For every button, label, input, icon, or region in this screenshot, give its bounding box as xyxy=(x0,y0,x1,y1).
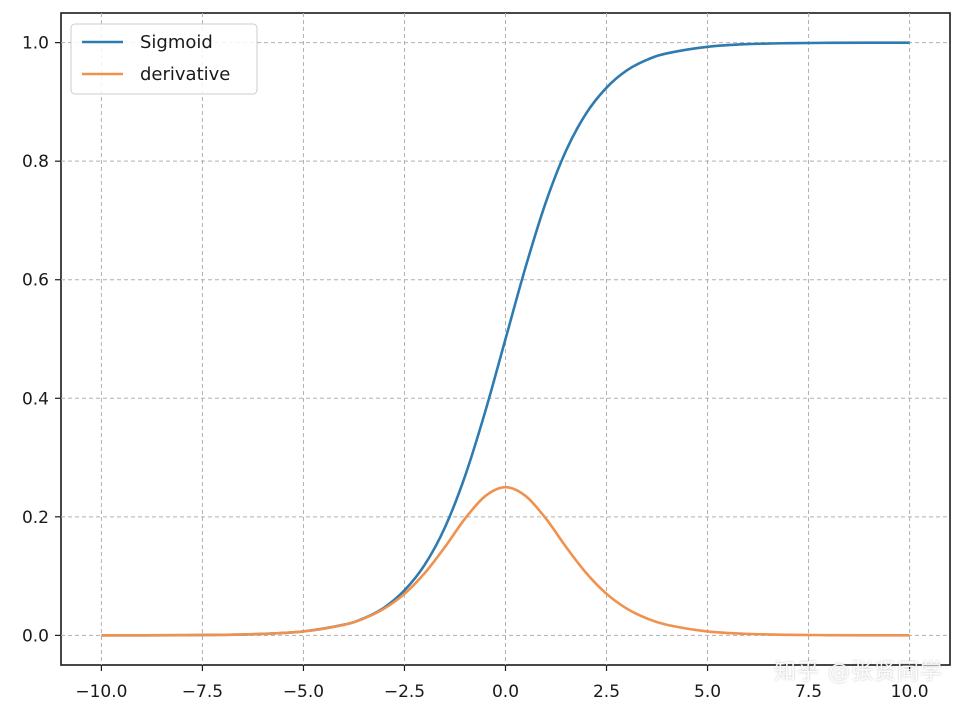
legend-label-derivative: derivative xyxy=(140,64,230,85)
x-tick-label: −7.5 xyxy=(182,682,223,702)
y-axis-ticks: 0.0 0.2 0.4 0.6 0.8 1.0 xyxy=(22,34,61,646)
y-tick-label: 0.4 xyxy=(22,389,49,409)
series-line-derivative xyxy=(101,485,910,637)
x-tick-label: 2.5 xyxy=(593,682,620,702)
watermark-text: 知乎 @张贤同学 xyxy=(774,660,943,685)
series-lines xyxy=(101,41,910,637)
x-tick-label: −10.0 xyxy=(75,682,127,702)
x-tick-label: −5.0 xyxy=(283,682,324,702)
y-tick-label: 0.6 xyxy=(22,271,49,291)
x-tick-label: −2.5 xyxy=(384,682,425,702)
x-tick-label: 7.5 xyxy=(795,682,822,702)
x-tick-label: 0.0 xyxy=(492,682,519,702)
x-axis-ticks: −10.0 −7.5 −5.0 −2.5 0.0 2.5 5.0 7.5 10.0 xyxy=(75,665,929,702)
y-tick-label: 0.2 xyxy=(22,508,49,528)
y-tick-label: 1.0 xyxy=(22,34,49,54)
y-tick-label: 0.8 xyxy=(22,152,49,172)
legend: Sigmoid derivative xyxy=(70,23,258,95)
x-tick-label: 5.0 xyxy=(694,682,721,702)
x-tick-label: 10.0 xyxy=(891,682,929,702)
y-tick-label: 0.0 xyxy=(22,626,49,646)
legend-label-sigmoid: Sigmoid xyxy=(140,32,213,53)
